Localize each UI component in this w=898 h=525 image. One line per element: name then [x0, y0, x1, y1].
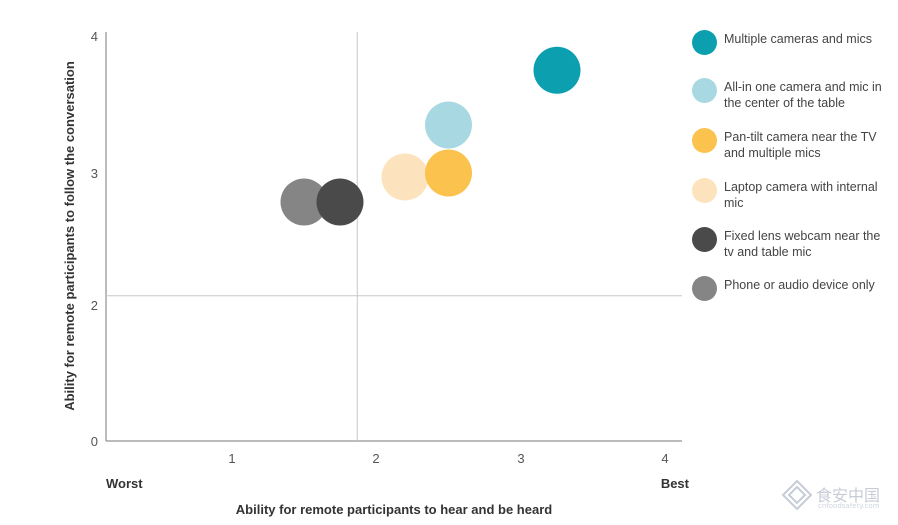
legend-label: Pan-tilt camera near the TV and multiple… — [724, 130, 877, 160]
y-tick-label: 2 — [91, 298, 98, 313]
reference-lines — [106, 32, 682, 441]
legend-swatch-icon — [692, 128, 717, 153]
watermark-text: 食安中国 — [816, 486, 881, 505]
legend-label: Phone or audio device only — [724, 278, 875, 292]
bubble-point — [316, 178, 364, 226]
x-axis-title: Ability for remote participants to hear … — [236, 502, 552, 517]
legend-swatch-icon — [692, 276, 717, 301]
y-tick-label: 4 — [91, 29, 98, 44]
watermark-logo: 食安中国 cnfoodsafety.com — [780, 478, 894, 518]
y-tick-label: 0 — [91, 434, 98, 449]
x-tick-label: 1 — [228, 451, 235, 466]
legend-label: Laptop camera with internal mic — [724, 180, 878, 210]
legend-label: All-in one camera and mic in the center … — [724, 80, 882, 110]
legend-label: Fixed lens webcam near the tv and table … — [724, 229, 881, 259]
legend-swatch-icon — [692, 227, 717, 252]
x-tick-label: 3 — [517, 451, 524, 466]
legend-swatch-icon — [692, 178, 717, 203]
data-points — [280, 46, 581, 226]
x-tick-label: 4 — [661, 451, 668, 466]
bubble-point — [425, 101, 472, 149]
bubble-point — [425, 149, 472, 197]
axis-ticks: 1 2 3 4 0 2 3 4 — [91, 29, 669, 466]
bubble-point — [381, 153, 429, 201]
x-tick-label: 2 — [372, 451, 379, 466]
diamond-logo-icon — [781, 479, 813, 511]
y-tick-label: 3 — [91, 166, 98, 181]
bubble-point — [280, 178, 328, 226]
legend-swatch-icon — [692, 30, 717, 55]
legend-label: Multiple cameras and mics — [724, 32, 872, 46]
chart-axes — [105, 32, 682, 442]
watermark-subtext: cnfoodsafety.com — [818, 502, 880, 510]
legend-swatch-icon — [692, 78, 717, 103]
y-axis-title: Ability for remote participants to follo… — [62, 61, 77, 411]
x-range-high-label: Best — [661, 476, 690, 491]
x-range-low-label: Worst — [106, 476, 143, 491]
bubble-point — [533, 46, 581, 94]
